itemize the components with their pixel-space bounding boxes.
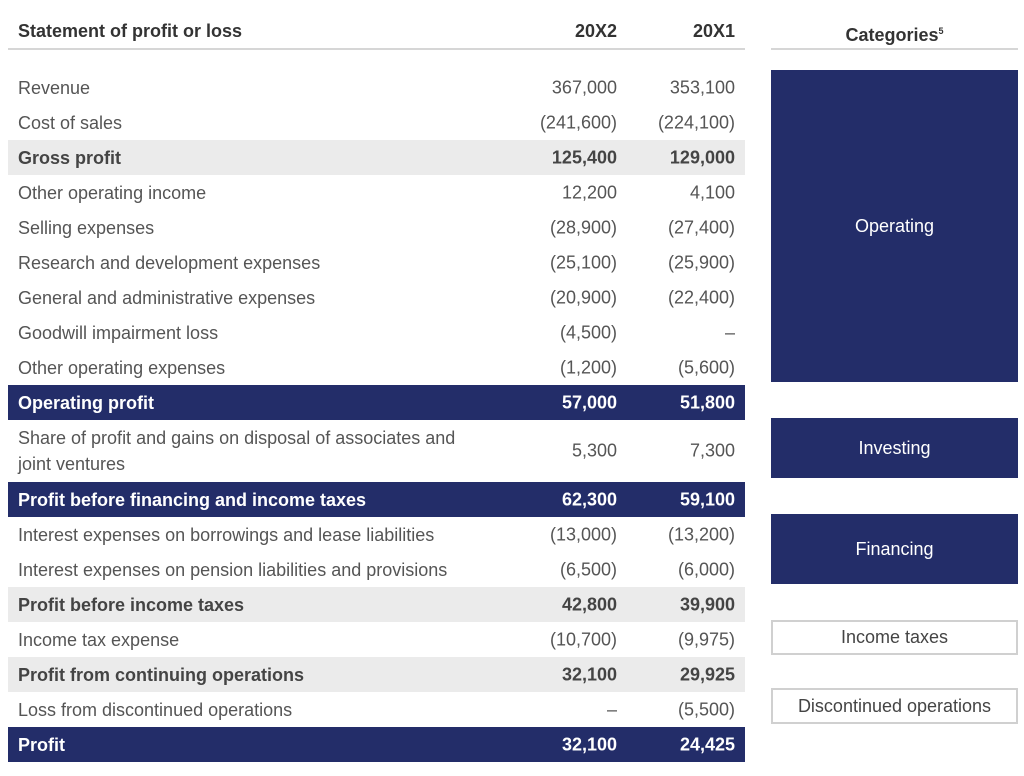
- row-label: Profit from continuing operations: [18, 664, 304, 685]
- table-title: Statement of profit or loss: [18, 21, 243, 41]
- table-row: Gross profit 125,400 129,000: [8, 140, 745, 175]
- cell-value: –: [606, 699, 617, 719]
- cell-value: 62,300: [561, 489, 617, 509]
- category-box: Operating: [771, 70, 1018, 382]
- table: Revenue 367,000 353,100 Cost of sales (241,6…: [8, 70, 745, 762]
- column-header: 20X1: [692, 21, 735, 41]
- cell-value: (1,200): [559, 357, 617, 377]
- cell-value: 59,100: [679, 489, 735, 509]
- cell-value: (13,000): [549, 524, 617, 544]
- row-label: Selling expenses: [18, 217, 155, 238]
- cell-value: 39,900: [679, 594, 735, 614]
- categories-title: Categories: [845, 25, 939, 45]
- table-row: Goodwill impairment loss (4,500) –: [8, 315, 745, 350]
- cell-value: (28,900): [549, 217, 617, 237]
- row-label: Other operating expenses: [18, 357, 226, 378]
- header-rule: [8, 48, 745, 50]
- row-label: Share of profit and gains on disposal of…: [18, 428, 456, 474]
- cell-value: (241,600): [539, 112, 617, 132]
- cell-value: (5,600): [677, 357, 735, 377]
- cell-value: (224,100): [657, 112, 735, 132]
- cell-value: (6,500): [559, 559, 617, 579]
- cell-value: (25,900): [667, 252, 735, 272]
- cell-value: (27,400): [667, 217, 735, 237]
- cell-value: (6,000): [677, 559, 735, 579]
- cell-value: 32,100: [561, 664, 617, 684]
- row-label: Research and development expenses: [18, 252, 321, 273]
- cell-value: (4,500): [559, 322, 617, 342]
- table-row: Income tax expense (10,700) (9,975): [8, 622, 745, 657]
- table-row: Profit before income taxes 42,800 39,900: [8, 587, 745, 622]
- cell-value: 125,400: [551, 147, 617, 167]
- cell-value: 24,425: [679, 734, 735, 754]
- table-row: Loss from discontinued operations – (5,500…: [8, 692, 745, 727]
- row-label: Interest expenses on borrowings and leas…: [18, 524, 435, 545]
- cell-value: 5,300: [571, 440, 617, 461]
- row-label: Cost of sales: [18, 112, 123, 133]
- cell-value: (22,400): [667, 287, 735, 307]
- cell-value: 29,925: [679, 664, 735, 684]
- table-row: Interest expenses on pension liabilities…: [8, 552, 745, 587]
- row-label: Loss from discontinued operations: [18, 699, 293, 720]
- cell-value: 129,000: [669, 147, 735, 167]
- cell-value: 367,000: [551, 77, 617, 97]
- table-row: Research and development expenses (25,100…: [8, 245, 745, 280]
- row-label: Operating profit: [18, 392, 154, 413]
- cell-value: 353,100: [669, 77, 735, 97]
- cell-value: 42,800: [561, 594, 617, 614]
- cell-value: 7,300: [689, 440, 735, 461]
- row-label: Gross profit: [18, 147, 122, 168]
- row-label: Interest expenses on pension liabilities…: [18, 559, 448, 580]
- table-row: Operating profit 57,000 51,800: [8, 385, 745, 420]
- row-label: Revenue: [18, 77, 91, 98]
- table-row: Profit from continuing operations 32,100 2…: [8, 657, 745, 692]
- row-label: Profit before income taxes: [18, 594, 245, 615]
- cell-value: 57,000: [561, 392, 617, 412]
- row-label: Profit before financing and income taxes: [18, 489, 367, 510]
- cell-value: (10,700): [549, 629, 617, 649]
- category-box: Financing: [771, 514, 1018, 584]
- cell-value: (9,975): [677, 629, 735, 649]
- table-row: Share of profit and gains on disposal of…: [8, 420, 745, 482]
- cell-value: (13,200): [667, 524, 735, 544]
- row-label: Profit: [18, 734, 65, 755]
- category-box: Investing: [771, 418, 1018, 478]
- cell-value: (5,500): [677, 699, 735, 719]
- table-row: General and administrative expenses (20,9…: [8, 280, 745, 315]
- categories-header: Categories5: [771, 14, 1018, 48]
- cell-value: 4,100: [689, 182, 735, 202]
- category-box: Discontinued operations: [771, 688, 1018, 724]
- table-row: Profit before financing and income taxes…: [8, 482, 745, 517]
- column-header: 20X2: [574, 21, 617, 41]
- footnote-ref: 5: [938, 26, 944, 36]
- cell-value: –: [724, 322, 735, 342]
- table-row: Cost of sales (241,600) (224,100): [8, 105, 745, 140]
- category-box: Income taxes: [771, 620, 1018, 655]
- cell-value: 32,100: [561, 734, 617, 754]
- row-label: Income tax expense: [18, 629, 180, 650]
- cell-value: 51,800: [679, 392, 735, 412]
- cell-value: (20,900): [549, 287, 617, 307]
- row-label: Other operating income: [18, 182, 207, 203]
- table-row: Revenue 367,000 353,100: [8, 70, 745, 105]
- table-row: Other operating income 12,200 4,100: [8, 175, 745, 210]
- cell-value: 12,200: [561, 182, 617, 202]
- row-label: Goodwill impairment loss: [18, 322, 219, 343]
- row-label: General and administrative expenses: [18, 287, 316, 308]
- table-row: Other operating expenses (1,200) (5,600): [8, 350, 745, 385]
- table-row: Profit 32,100 24,425: [8, 727, 745, 762]
- table-row: Selling expenses (28,900) (27,400): [8, 210, 745, 245]
- header-rule: [771, 48, 1018, 50]
- cell-value: (25,100): [549, 252, 617, 272]
- table-row: Interest expenses on borrowings and leas…: [8, 517, 745, 552]
